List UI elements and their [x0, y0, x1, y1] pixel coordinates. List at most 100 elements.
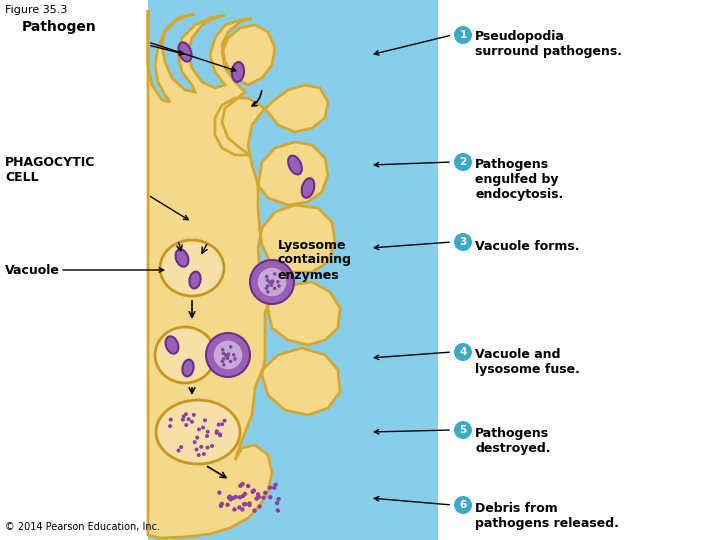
Circle shape [274, 483, 278, 487]
Circle shape [233, 495, 238, 499]
Circle shape [273, 272, 276, 276]
Circle shape [192, 413, 196, 417]
Circle shape [240, 507, 245, 511]
Circle shape [179, 445, 183, 449]
Circle shape [454, 343, 472, 361]
Ellipse shape [160, 240, 224, 296]
Circle shape [218, 433, 222, 436]
Circle shape [220, 502, 224, 506]
Text: Debris from
pathogens released.: Debris from pathogens released. [475, 502, 619, 530]
Circle shape [257, 504, 261, 509]
Circle shape [269, 281, 272, 284]
Circle shape [257, 267, 287, 297]
Ellipse shape [182, 360, 194, 376]
Circle shape [254, 496, 258, 501]
Circle shape [228, 497, 233, 502]
Circle shape [217, 490, 222, 495]
Text: 5: 5 [459, 425, 467, 435]
Circle shape [168, 424, 172, 428]
Circle shape [186, 417, 191, 421]
Circle shape [205, 446, 210, 450]
Circle shape [199, 445, 203, 449]
Circle shape [237, 505, 242, 510]
Circle shape [273, 287, 276, 290]
Circle shape [268, 495, 272, 500]
Circle shape [266, 279, 269, 282]
Text: Lysosome
containing
enzymes: Lysosome containing enzymes [278, 239, 352, 281]
Circle shape [231, 496, 235, 500]
Circle shape [181, 417, 185, 422]
Circle shape [197, 427, 201, 431]
Circle shape [190, 420, 194, 424]
Text: 3: 3 [459, 237, 467, 247]
Circle shape [232, 353, 235, 356]
Circle shape [275, 501, 279, 505]
Text: Pathogen: Pathogen [22, 20, 96, 34]
Circle shape [213, 340, 243, 370]
Circle shape [454, 496, 472, 514]
Circle shape [222, 352, 225, 355]
Circle shape [203, 418, 207, 422]
Text: © 2014 Pearson Education, Inc.: © 2014 Pearson Education, Inc. [5, 522, 160, 532]
Text: 4: 4 [459, 347, 467, 357]
Circle shape [265, 275, 269, 279]
Circle shape [227, 352, 230, 356]
Circle shape [454, 421, 472, 439]
Text: Figure 35.3: Figure 35.3 [5, 5, 68, 15]
Circle shape [220, 422, 224, 426]
Circle shape [261, 495, 266, 500]
Circle shape [206, 430, 210, 434]
Ellipse shape [156, 400, 240, 464]
Circle shape [256, 492, 260, 497]
Ellipse shape [166, 336, 179, 354]
Circle shape [176, 449, 181, 453]
Circle shape [221, 348, 225, 352]
Circle shape [238, 495, 242, 500]
Circle shape [215, 429, 219, 433]
Circle shape [184, 412, 188, 416]
Circle shape [229, 360, 233, 363]
Circle shape [222, 363, 225, 367]
Ellipse shape [176, 249, 189, 267]
Circle shape [184, 423, 188, 427]
Circle shape [243, 502, 248, 507]
Text: 2: 2 [459, 157, 467, 167]
Ellipse shape [189, 272, 201, 288]
Circle shape [263, 491, 267, 495]
Circle shape [194, 448, 199, 451]
Circle shape [454, 153, 472, 171]
Circle shape [266, 284, 269, 288]
Circle shape [251, 490, 255, 494]
Circle shape [224, 353, 228, 357]
Circle shape [226, 354, 230, 357]
Circle shape [238, 484, 243, 488]
Circle shape [195, 436, 199, 440]
Circle shape [246, 484, 251, 488]
Circle shape [269, 284, 273, 287]
Circle shape [222, 418, 227, 423]
Circle shape [271, 279, 274, 283]
Circle shape [206, 333, 250, 377]
Circle shape [219, 504, 223, 508]
Polygon shape [148, 10, 340, 538]
Circle shape [225, 354, 228, 357]
Circle shape [218, 433, 222, 437]
Ellipse shape [232, 62, 244, 82]
Circle shape [233, 507, 237, 512]
Text: 6: 6 [459, 500, 467, 510]
Circle shape [240, 482, 245, 486]
Circle shape [201, 426, 205, 429]
Circle shape [225, 356, 229, 360]
Circle shape [197, 453, 201, 457]
Circle shape [454, 233, 472, 251]
Circle shape [276, 508, 280, 512]
Circle shape [277, 284, 281, 288]
Text: Pathogens
destroyed.: Pathogens destroyed. [475, 427, 551, 455]
Circle shape [233, 357, 237, 361]
Circle shape [276, 497, 281, 501]
Text: Vacuole forms.: Vacuole forms. [475, 240, 580, 253]
Circle shape [270, 280, 274, 284]
Circle shape [242, 502, 246, 507]
Circle shape [220, 360, 224, 363]
Bar [438, 0, 720, 540]
